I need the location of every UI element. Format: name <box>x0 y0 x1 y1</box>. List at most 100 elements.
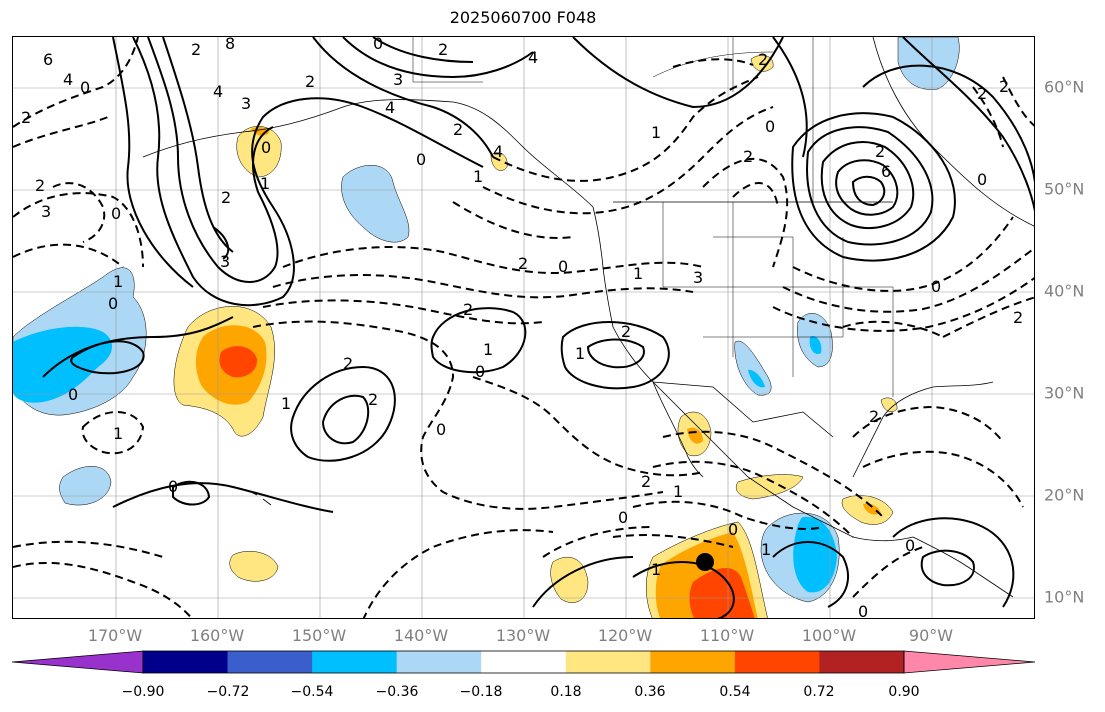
positive-anomaly-central-core <box>219 346 258 378</box>
contour-label: 0 <box>475 362 485 381</box>
graticule <box>13 37 1034 618</box>
contour-label: 6 <box>43 50 53 69</box>
map-title: 2025060700 F048 <box>449 8 597 27</box>
contour-label: 2 <box>221 188 231 207</box>
contour-label: 1 <box>473 167 483 186</box>
colorbar-tick-label: 0.18 <box>550 684 582 700</box>
contour-label: 3 <box>41 202 51 221</box>
positive-anomaly-hawaii-s <box>229 551 279 582</box>
contour-label: 2 <box>305 72 315 91</box>
contour-label: 3 <box>693 268 703 287</box>
latitude-label: 10°N <box>1044 587 1085 607</box>
contour-label: 0 <box>68 385 78 404</box>
contour-label: 0 <box>111 204 121 223</box>
storm-position-marker <box>696 553 714 571</box>
contour-label: 2 <box>463 300 473 319</box>
latitude-label: 60°N <box>1044 77 1085 97</box>
longitude-label: 170°W <box>87 626 143 645</box>
contour-label: 0 <box>931 277 941 296</box>
contour-label: 2 <box>869 407 879 426</box>
contour-label: 4 <box>385 98 395 117</box>
longitude-label: 140°W <box>393 626 449 645</box>
negative-anomaly-interior-core <box>748 369 765 388</box>
contour-label: 1 <box>281 394 291 413</box>
longitude-label: 110°W <box>699 626 755 645</box>
contour-label: 0 <box>558 257 568 276</box>
contour-label: 0 <box>416 150 426 169</box>
colorbar-tick-label: 0.54 <box>719 684 751 700</box>
contour-label: 0 <box>436 420 446 439</box>
shaded-field <box>13 37 960 618</box>
colorbar-segment <box>481 651 567 673</box>
colorbar-outline <box>142 650 905 674</box>
contour-label: 1 <box>260 174 270 193</box>
colorbar-segment <box>227 651 313 673</box>
longitude-label: 100°W <box>801 626 857 645</box>
state-borders <box>662 202 894 397</box>
colorbar <box>12 650 1035 674</box>
colorbar-segment <box>312 651 398 673</box>
longitude-label: 150°W <box>291 626 347 645</box>
negative-anomaly-west-core <box>13 326 113 403</box>
contour-label: 1 <box>113 272 123 291</box>
contour-label: 0 <box>80 78 90 97</box>
contour-label: 2 <box>641 472 651 491</box>
colorbar-tick-label: 0.90 <box>888 684 920 700</box>
longitude-label: 130°W <box>495 626 551 645</box>
contour-labels: 6 4 2 0 2 4 8 2 0 3 4 3 4 2 0 0 2 4 2 3 … <box>21 37 1023 619</box>
gulf-coast <box>852 381 994 478</box>
baja <box>652 381 704 478</box>
contour-label: 3 <box>393 70 403 89</box>
contour-label: 4 <box>493 142 503 161</box>
alaska-coast <box>142 99 594 208</box>
colorbar-tick-label: 0.72 <box>803 684 835 700</box>
contour-label: 1 <box>651 123 661 142</box>
contour-label: 2 <box>743 147 753 166</box>
contour-label: 1 <box>575 344 585 363</box>
colorbar-segment <box>565 651 651 673</box>
map-panel: 6 4 2 0 2 4 8 2 0 3 4 3 4 2 0 0 2 4 2 3 … <box>12 36 1035 619</box>
colorbar-tick-label: −0.72 <box>206 684 250 700</box>
contour-label: 0 <box>168 477 178 496</box>
negative-anomaly-tropical-core <box>793 516 837 593</box>
colorbar-segment <box>734 651 820 673</box>
us-mexico-border <box>652 381 834 438</box>
contour-label: 0 <box>108 294 118 313</box>
contour-label: 2 <box>621 322 631 341</box>
contour-label: 2 <box>35 176 45 195</box>
colorbar-extend-low <box>12 650 144 674</box>
colorbar-segment <box>396 651 482 673</box>
contour-label: 2 <box>343 354 353 373</box>
contour-label: 3 <box>241 94 251 113</box>
contour-label: 2 <box>191 40 201 59</box>
contour-label: 2 <box>438 40 448 59</box>
positive-anomaly-mexico <box>735 474 804 500</box>
colorbar-segment <box>143 651 229 673</box>
contour-label: 2 <box>758 50 768 69</box>
coastlines <box>142 37 1034 598</box>
contour-label: 0 <box>618 508 628 527</box>
contour-label: 1 <box>113 424 123 443</box>
contour-label: 2 <box>21 108 31 127</box>
longitude-label: 160°W <box>189 626 245 645</box>
colorbar-tick-label: −0.36 <box>375 684 419 700</box>
longitude-label: 90°W <box>908 626 954 645</box>
colorbar-segment <box>650 651 736 673</box>
contour-label: 1 <box>651 560 661 579</box>
contour-label: 4 <box>213 82 223 101</box>
longitude-label: 120°W <box>597 626 653 645</box>
positive-anomaly-tropical-core <box>689 568 755 618</box>
positive-anomaly-west-trop <box>550 557 589 603</box>
negative-anomaly-hudson <box>897 37 960 90</box>
contour-label: 0 <box>905 536 915 555</box>
positive-anomaly-alaska <box>750 55 774 72</box>
latitude-label: 30°N <box>1044 383 1085 403</box>
contour-label: 1 <box>633 264 643 283</box>
contour-label: 0 <box>765 117 775 136</box>
canada-borders <box>412 37 814 202</box>
colorbar-extend-high <box>903 650 1035 674</box>
negative-anomaly-interior <box>734 340 772 396</box>
contour-label: 1 <box>483 340 493 359</box>
contour-label: 0 <box>858 602 868 619</box>
map-canvas: 6 4 2 0 2 4 8 2 0 3 4 3 4 2 0 0 2 4 2 3 … <box>13 37 1034 619</box>
